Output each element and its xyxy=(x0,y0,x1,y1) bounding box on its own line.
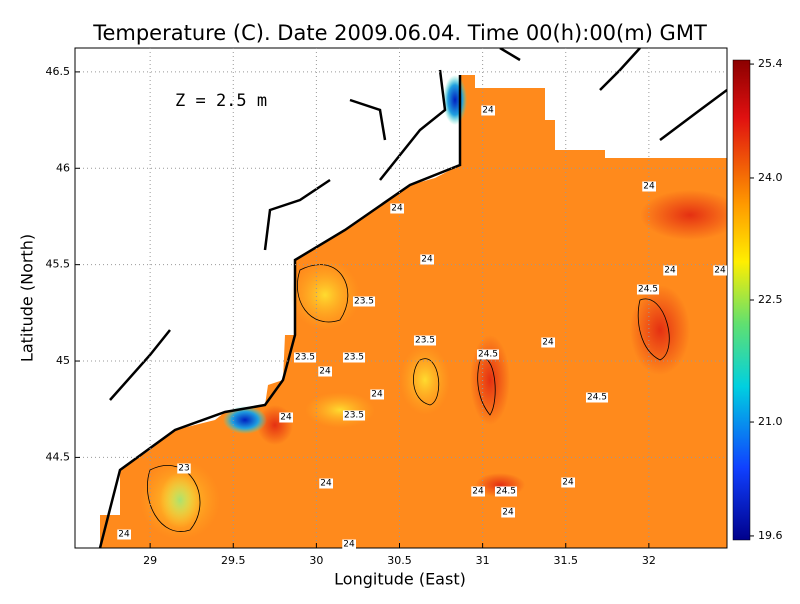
contour-label: 24 xyxy=(118,530,130,540)
contour-label-box xyxy=(318,366,332,377)
contour-label: 23.5 xyxy=(415,336,435,346)
map-title: Temperature (C). Date 2009.06.04. Time 0… xyxy=(92,21,707,45)
contour-label-box xyxy=(481,105,495,116)
contour-label-box xyxy=(370,389,384,400)
contour-label: 24 xyxy=(714,266,726,276)
contour-label-box xyxy=(642,181,656,192)
contour-label-box xyxy=(279,412,293,423)
x-tick-label: 29.5 xyxy=(221,554,246,567)
y-tick-label: 45.5 xyxy=(46,258,71,271)
y-tick-label: 45 xyxy=(56,354,70,367)
contour-label: 24 xyxy=(343,540,355,550)
contour-label-box xyxy=(494,486,518,497)
contour-label-box xyxy=(352,296,376,307)
x-tick-label: 30.5 xyxy=(387,554,412,567)
contour-label-box xyxy=(663,265,677,276)
contour-label: 24 xyxy=(320,479,332,489)
contour-label-box xyxy=(541,337,555,348)
contour-label: 24 xyxy=(319,367,331,377)
contour-label: 24.5 xyxy=(496,487,516,497)
contour-label-box xyxy=(342,410,366,421)
contour-label: 23.5 xyxy=(344,411,364,421)
plot-frame xyxy=(74,47,728,549)
x-tick-label: 32 xyxy=(642,554,656,567)
contour-label-box xyxy=(177,463,191,474)
contour-label: 24 xyxy=(472,487,484,497)
contour-label-box xyxy=(117,529,131,540)
contour-label: 24 xyxy=(482,106,494,116)
y-tick-label: 46.5 xyxy=(46,65,71,78)
colorbar xyxy=(732,59,751,541)
colorbar-tick-label: 22.5 xyxy=(758,293,783,306)
contour-label-box xyxy=(342,539,356,550)
contour-label: 24 xyxy=(542,338,554,348)
contour-label: 23 xyxy=(178,464,189,474)
x-tick-label: 30 xyxy=(309,554,323,567)
depth-annotation: Z = 2.5 m xyxy=(175,91,267,111)
temperature-field xyxy=(75,48,727,548)
contour-label-box xyxy=(561,477,575,488)
contour-label-box xyxy=(293,352,317,363)
contour-label-box xyxy=(342,352,366,363)
y-axis-label: Latitude (North) xyxy=(18,234,37,362)
contour-label-box xyxy=(636,284,660,295)
contour-label: 23.5 xyxy=(344,353,364,363)
y-tick-label: 44.5 xyxy=(46,450,71,463)
contour-label-box xyxy=(713,265,727,276)
y-tick-label: 46 xyxy=(56,161,70,174)
contour-label: 24.5 xyxy=(638,285,658,295)
contour-label: 24 xyxy=(562,478,574,488)
contour-label-box xyxy=(476,349,500,360)
contour-label-box xyxy=(501,507,515,518)
contour-label-box xyxy=(585,392,609,403)
contour-label-box xyxy=(390,203,404,214)
contour-label-box xyxy=(413,335,437,346)
x-tick-label: 31 xyxy=(476,554,490,567)
contour-label: 24 xyxy=(371,390,383,400)
x-tick-label: 31.5 xyxy=(553,554,578,567)
contour-label-box xyxy=(319,478,333,489)
contour-label: 24 xyxy=(421,255,433,265)
contour-label: 24.5 xyxy=(587,393,607,403)
contour-label: 23.5 xyxy=(354,297,374,307)
contour-label: 24 xyxy=(280,413,292,423)
contour-label: 24 xyxy=(664,266,676,276)
contour-label: 24 xyxy=(502,508,514,518)
contour-label-box xyxy=(420,254,434,265)
colorbar-tick-label: 24.0 xyxy=(758,171,783,184)
x-axis-label: Longitude (East) xyxy=(334,570,466,589)
colorbar-tick-label: 25.4 xyxy=(758,57,783,70)
colorbar-tick-label: 19.6 xyxy=(758,529,783,542)
contour-label-box xyxy=(471,486,485,497)
x-tick-label: 29 xyxy=(143,554,157,567)
contour-label: 24 xyxy=(643,182,655,192)
contour-label: 24 xyxy=(391,204,403,214)
contour-label: 24.5 xyxy=(478,350,498,360)
colorbar-tick-label: 21.0 xyxy=(758,415,783,428)
contour-label: 23.5 xyxy=(295,353,315,363)
